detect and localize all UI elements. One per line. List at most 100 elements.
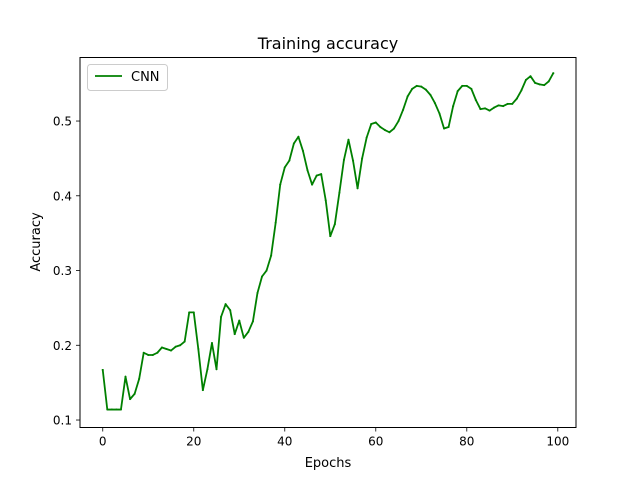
data-point xyxy=(220,315,223,318)
data-point xyxy=(197,348,200,351)
data-point xyxy=(119,408,122,411)
data-point xyxy=(151,353,154,356)
data-point xyxy=(101,368,104,371)
data-point xyxy=(452,105,455,108)
x-axis-ticks: 0 20 40 60 80 100 xyxy=(99,427,569,449)
x-tick-label: 0 xyxy=(99,435,107,449)
data-point xyxy=(461,84,464,87)
data-point xyxy=(338,191,341,194)
data-point xyxy=(174,345,177,348)
data-point xyxy=(133,392,136,395)
data-point xyxy=(474,99,477,102)
data-point xyxy=(488,109,491,112)
data-point xyxy=(110,408,113,411)
series-line-cnn xyxy=(101,71,555,411)
legend: CNN xyxy=(87,64,168,91)
data-point xyxy=(411,87,414,90)
data-point xyxy=(274,221,277,224)
data-point xyxy=(506,102,509,105)
data-point xyxy=(210,342,213,345)
data-point xyxy=(129,398,132,401)
data-point xyxy=(279,183,282,186)
x-tick-label: 80 xyxy=(459,435,474,449)
data-point xyxy=(306,169,309,172)
data-point xyxy=(215,368,218,371)
data-point xyxy=(502,105,505,108)
data-point xyxy=(201,389,204,392)
data-point xyxy=(352,159,355,162)
y-axis-ticks: 0.1 0.2 0.3 0.4 0.5 xyxy=(53,115,80,428)
data-point xyxy=(256,291,259,294)
data-point xyxy=(288,159,291,162)
data-point xyxy=(543,84,546,87)
data-point xyxy=(333,223,336,226)
data-point xyxy=(534,81,537,84)
data-point xyxy=(538,83,541,86)
chart-title: Training accuracy xyxy=(257,34,398,53)
data-point xyxy=(524,78,527,81)
data-point xyxy=(429,93,432,96)
data-point xyxy=(311,183,314,186)
legend-label-cnn: CNN xyxy=(131,70,160,85)
data-point xyxy=(188,311,191,314)
data-point xyxy=(297,135,300,138)
data-point xyxy=(106,408,109,411)
data-point xyxy=(206,368,209,371)
data-point xyxy=(356,187,359,190)
data-point xyxy=(493,106,496,109)
data-point xyxy=(160,346,163,349)
data-point xyxy=(515,97,518,100)
x-tick-label: 40 xyxy=(277,435,292,449)
data-points xyxy=(101,72,555,411)
data-point xyxy=(483,107,486,110)
data-point xyxy=(456,90,459,93)
data-point xyxy=(147,353,150,356)
y-tick-label: 0.1 xyxy=(53,414,72,428)
data-point xyxy=(265,269,268,272)
data-point xyxy=(156,351,159,354)
data-point xyxy=(270,254,273,257)
data-point xyxy=(238,319,241,322)
data-point xyxy=(361,157,364,160)
x-tick-label: 60 xyxy=(368,435,383,449)
data-point xyxy=(370,123,373,126)
data-point xyxy=(447,126,450,129)
data-point xyxy=(406,95,409,98)
x-tick-label: 20 xyxy=(186,435,201,449)
y-axis-label: Accuracy xyxy=(29,212,44,272)
data-point xyxy=(242,336,245,339)
data-point xyxy=(224,303,227,306)
data-point xyxy=(192,311,195,314)
data-point xyxy=(374,121,377,124)
data-point xyxy=(392,127,395,130)
data-point xyxy=(165,348,168,351)
data-point xyxy=(388,131,391,134)
data-point xyxy=(465,84,468,87)
x-axis-label: Epochs xyxy=(305,456,352,471)
data-point xyxy=(547,80,550,83)
data-point xyxy=(292,142,295,145)
data-point xyxy=(233,333,236,336)
data-point xyxy=(142,351,145,354)
data-point xyxy=(324,199,327,202)
data-point xyxy=(470,87,473,90)
x-tick-label: 100 xyxy=(546,435,569,449)
data-point xyxy=(170,349,173,352)
data-point xyxy=(383,129,386,132)
data-point xyxy=(433,102,436,105)
data-point xyxy=(479,108,482,111)
data-point xyxy=(347,138,350,141)
legend-box xyxy=(87,64,168,91)
y-tick-label: 0.4 xyxy=(53,189,72,203)
data-point xyxy=(438,112,441,115)
data-point xyxy=(329,235,332,238)
data-point xyxy=(379,126,382,129)
data-point xyxy=(529,75,532,78)
data-point xyxy=(552,72,555,75)
data-point xyxy=(138,377,141,380)
data-point xyxy=(402,108,405,111)
data-point xyxy=(511,102,514,105)
data-point xyxy=(424,88,427,91)
data-point xyxy=(283,166,286,169)
